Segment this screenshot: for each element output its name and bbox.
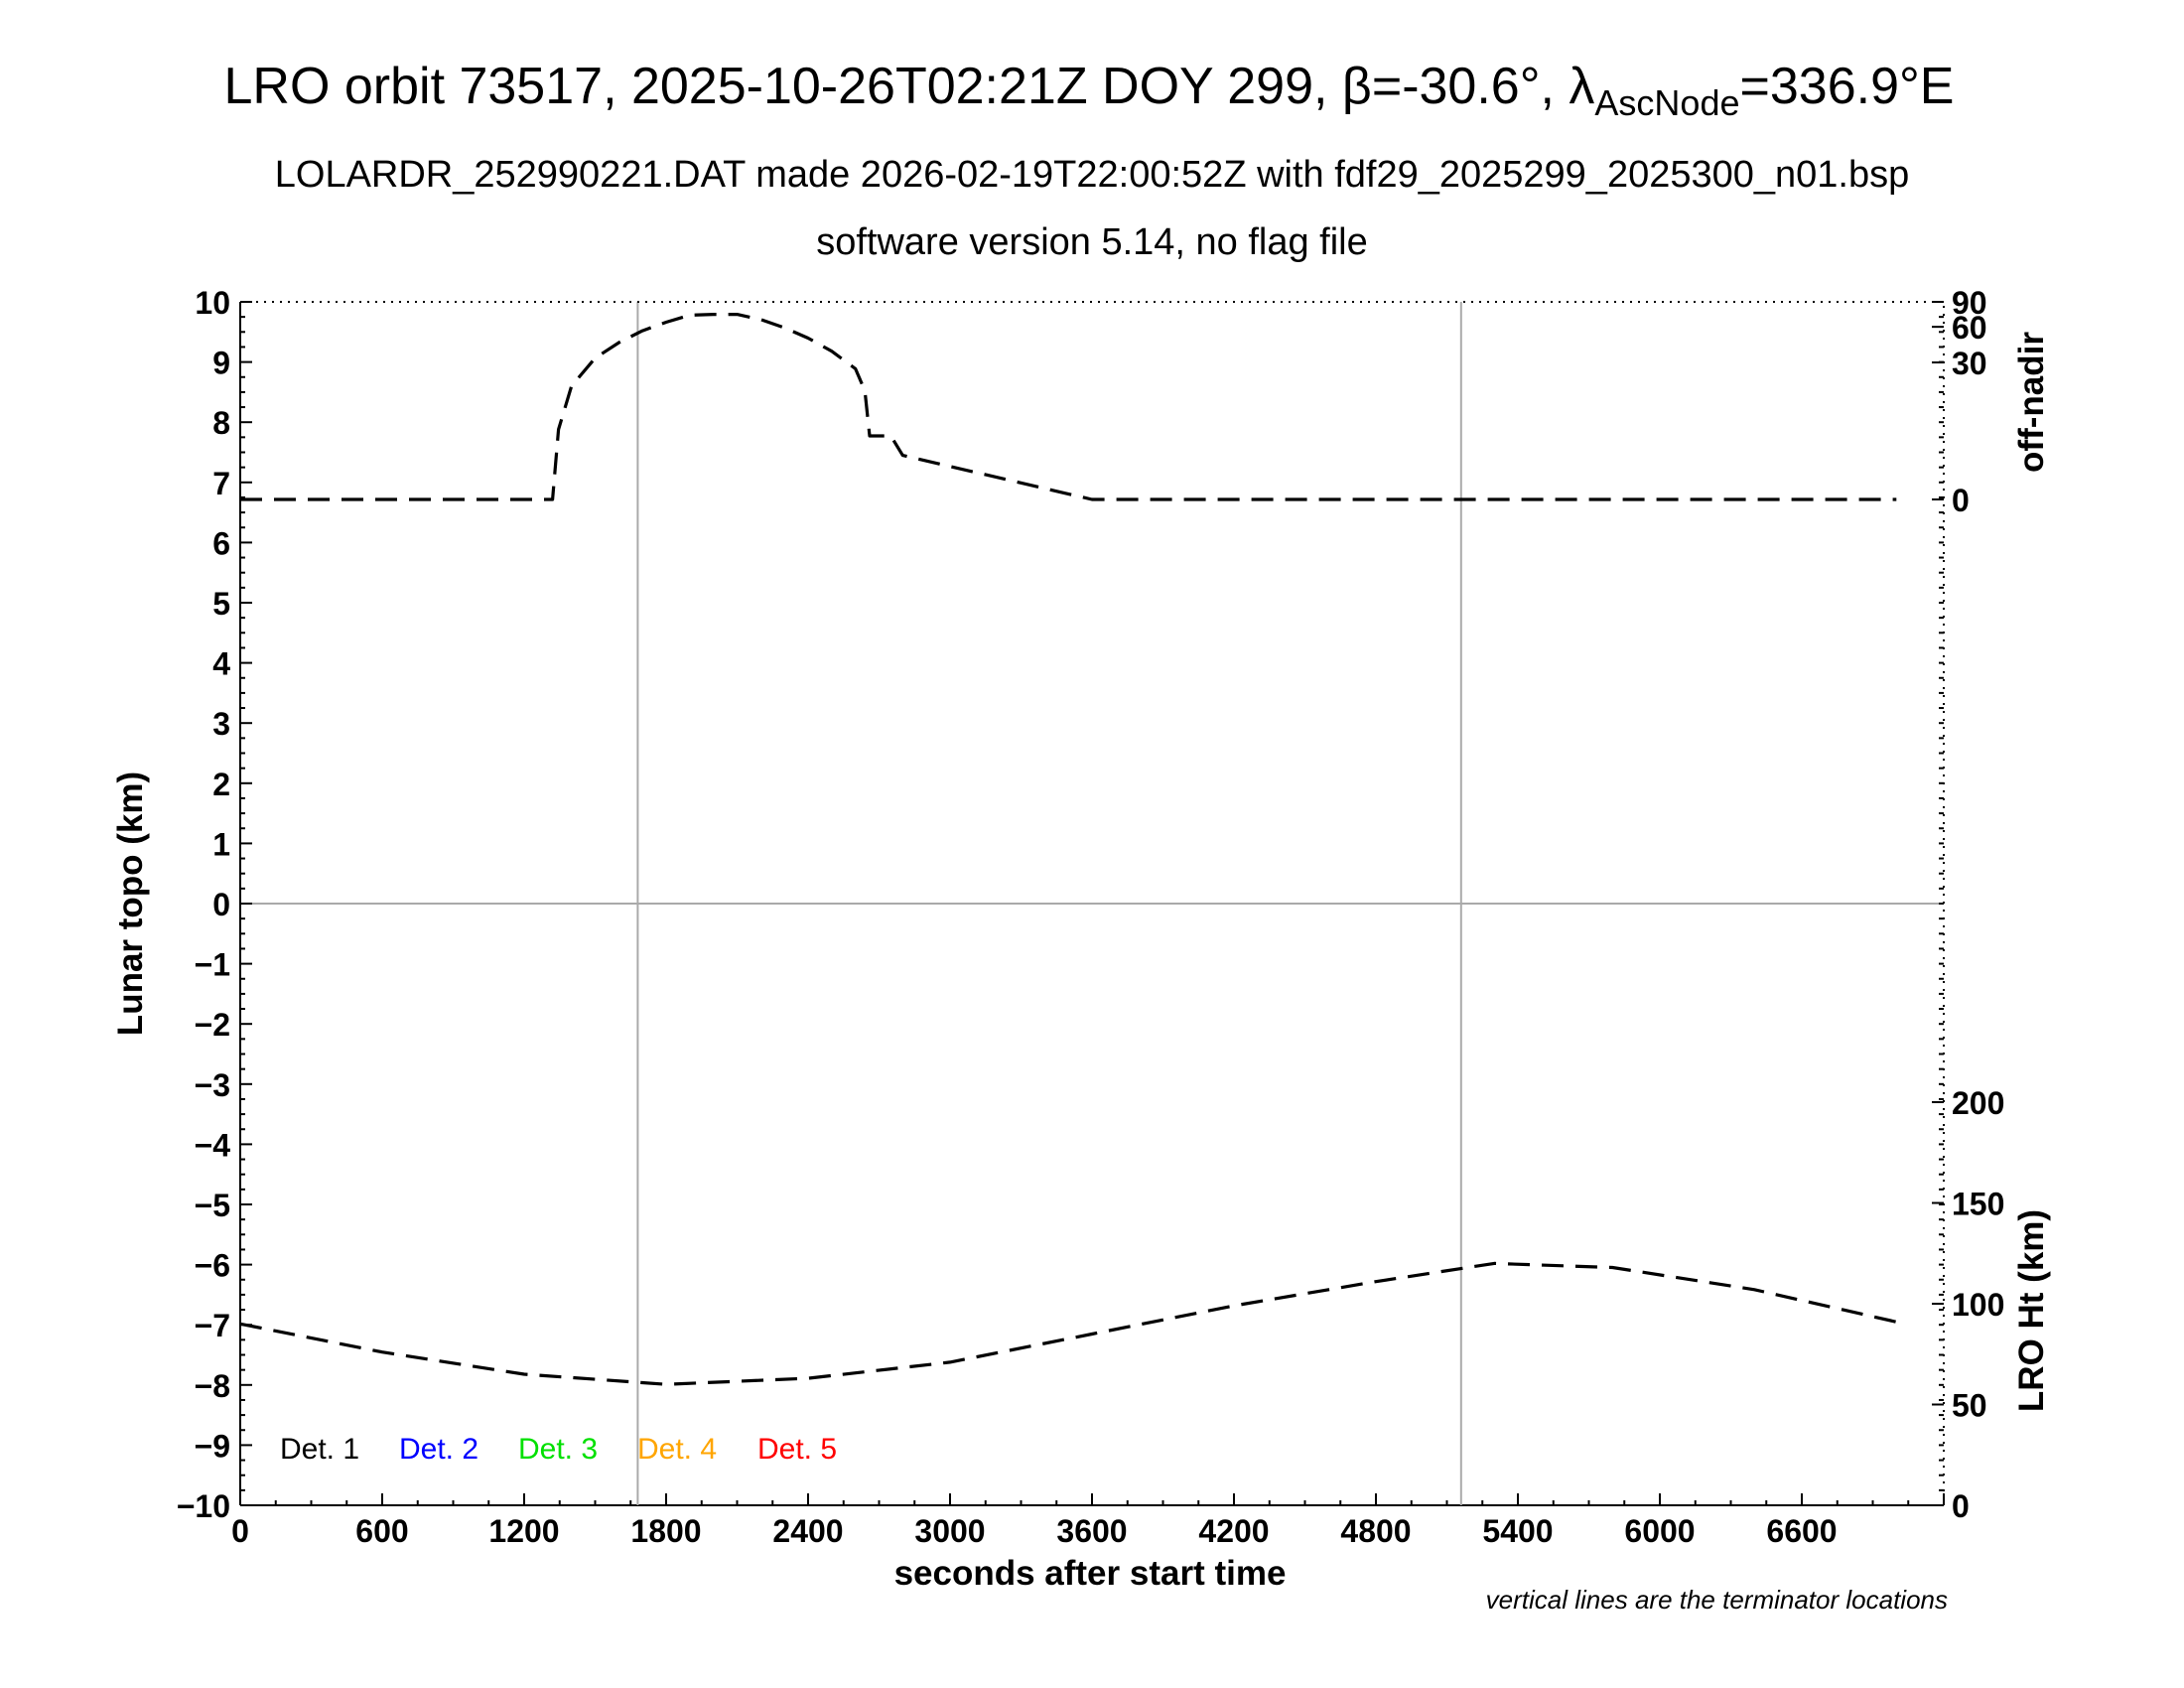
off-nadir-tick-label: 0 [1952, 483, 1970, 518]
y-left-tick-label: 3 [212, 706, 230, 742]
y-left-tick-label: −4 [195, 1127, 231, 1163]
x-tick-label: 0 [231, 1513, 249, 1549]
x-tick-label: 3600 [1056, 1513, 1127, 1549]
x-tick-label: 600 [355, 1513, 408, 1549]
lro-height-tick-label: 150 [1952, 1187, 2004, 1222]
legend-entry-det-4: Det. 4 [637, 1433, 717, 1466]
y-left-tick-label: −7 [195, 1308, 230, 1343]
y-left-tick-label: −6 [195, 1248, 230, 1284]
y-left-tick-label: −5 [195, 1188, 230, 1223]
chart-title: LRO orbit 73517, 2025-10-26T02:21Z DOY 2… [224, 58, 1955, 123]
y-left-tick-label: 6 [212, 525, 230, 561]
legend-entry-det-1: Det. 1 [280, 1433, 359, 1466]
y-axis-label-off-nadir: off-nadir [2012, 332, 2051, 473]
y-axis-label-left: Lunar topo (km) [111, 772, 150, 1036]
lro-height-tick-label: 0 [1952, 1488, 1970, 1524]
lro-height-tick-label: 100 [1952, 1287, 2004, 1323]
terminator-note: vertical lines are the terminator locati… [1486, 1585, 1948, 1615]
off-nadir-tick-label: 30 [1952, 346, 1987, 381]
series-off-nadir-line [240, 313, 1897, 501]
x-tick-labels: 0 600 1200 1800 2400 3000 3600 4200 4800 5400 6000… [231, 1513, 1837, 1549]
chart-subtitle-software: software version 5.14, no flag file [816, 221, 1368, 263]
y-left-tick-label: 7 [212, 466, 230, 501]
series-lro-height-line [239, 1261, 1897, 1386]
y-left-tick-label: 0 [212, 887, 230, 922]
x-tick-label: 6000 [1624, 1513, 1695, 1549]
off-nadir-tick-label: 90 [1952, 285, 1987, 321]
lro-height-tick-label: 50 [1952, 1388, 1987, 1424]
x-tick-label: 3000 [914, 1513, 985, 1549]
x-tick-label: 2400 [772, 1513, 843, 1549]
x-axis-label: seconds after start time [894, 1554, 1287, 1593]
y-left-tick-label: −2 [195, 1007, 230, 1043]
y-left-tick-label: −1 [195, 947, 230, 983]
y-left-tick-label: 5 [212, 586, 230, 622]
y-axis-label-lro-height: LRO Ht (km) [2012, 1209, 2051, 1412]
y-left-tick-label: 2 [212, 767, 230, 802]
legend-entry-det-2: Det. 2 [399, 1433, 478, 1466]
grid [239, 302, 1944, 1506]
y-left-tick-label: −3 [195, 1067, 230, 1103]
legend-entry-det-5: Det. 5 [757, 1433, 837, 1466]
series-group [239, 313, 1897, 1386]
x-tick-label: 1200 [488, 1513, 559, 1549]
y-left-tick-label: −8 [195, 1368, 230, 1404]
legend-entry-det-3: Det. 3 [518, 1433, 598, 1466]
y-left-tick-label: 9 [212, 346, 230, 381]
x-tick-label: 1800 [630, 1513, 701, 1549]
x-tick-label: 6600 [1766, 1513, 1837, 1549]
y-left-tick-label: −9 [195, 1428, 230, 1464]
x-tick-label: 4200 [1198, 1513, 1269, 1549]
plot-frame [239, 301, 1945, 1506]
y-left-tick-label: 8 [212, 405, 230, 441]
x-tick-label: 4800 [1340, 1513, 1411, 1549]
legend: Det. 1 Det. 2 Det. 3 Det. 4 Det. 5 [280, 1433, 837, 1466]
off-nadir-tick-label: 60 [1952, 310, 1987, 346]
lro-height-tick-label: 200 [1952, 1085, 2004, 1121]
y-left-tick-label: 10 [195, 285, 230, 321]
y-left-tick-label: −10 [177, 1488, 230, 1524]
y-left-tick-label: 4 [212, 646, 230, 682]
chart-subtitle-file: LOLARDR_252990221.DAT made 2026-02-19T22… [275, 154, 1910, 196]
x-tick-label: 5400 [1482, 1513, 1553, 1549]
y-left-tick-label: 1 [212, 826, 230, 862]
